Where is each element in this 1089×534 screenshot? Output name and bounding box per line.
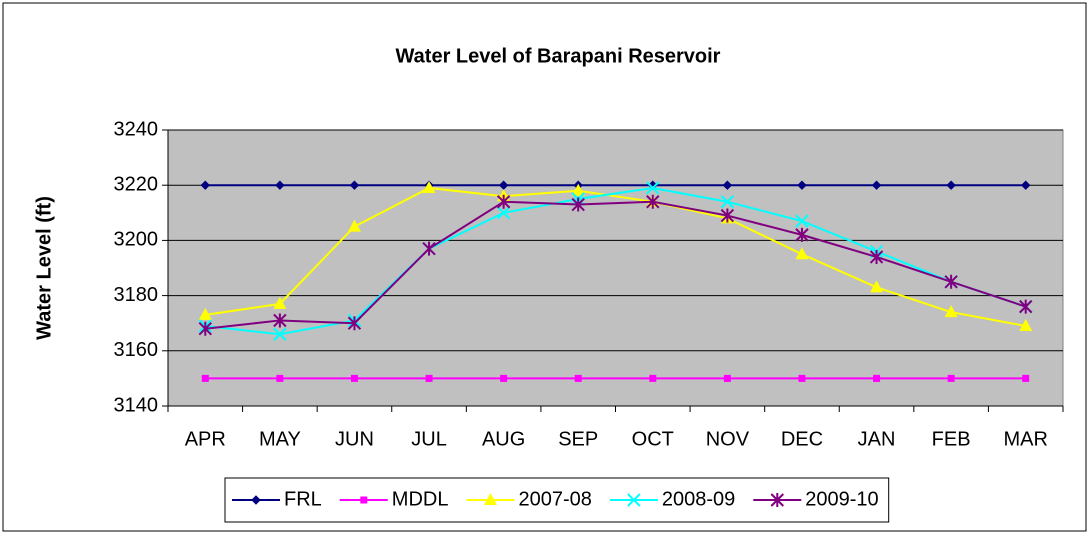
x-tick-label: APR bbox=[185, 428, 226, 450]
point bbox=[797, 180, 807, 190]
point bbox=[649, 374, 657, 382]
point bbox=[422, 241, 436, 256]
point bbox=[1022, 374, 1030, 382]
x-tick-label: MAY bbox=[259, 428, 301, 450]
point bbox=[944, 274, 958, 289]
point bbox=[571, 197, 585, 212]
point bbox=[275, 180, 285, 190]
y-tick-label: 3200 bbox=[114, 229, 159, 251]
point bbox=[347, 219, 361, 232]
point bbox=[273, 327, 287, 341]
x-tick-label: FEB bbox=[932, 428, 971, 450]
point bbox=[873, 374, 881, 382]
x-tick-label: JUN bbox=[335, 428, 374, 450]
y-axis-label: Water Level (ft) bbox=[33, 196, 55, 340]
point bbox=[198, 307, 212, 320]
point bbox=[425, 374, 433, 382]
point bbox=[646, 181, 660, 195]
chart-title: Water Level of Barapani Reservoir bbox=[396, 45, 721, 67]
legend-label: 2009-10 bbox=[805, 488, 878, 510]
point bbox=[201, 374, 209, 382]
point bbox=[947, 374, 955, 382]
legend-label: 2007-08 bbox=[518, 488, 591, 510]
x-tick-label: DEC bbox=[781, 428, 823, 450]
y-tick-label: 3140 bbox=[114, 394, 159, 416]
point bbox=[795, 247, 809, 260]
x-tick-label: OCT bbox=[632, 428, 674, 450]
y-tick-label: 3160 bbox=[114, 339, 159, 361]
point bbox=[1019, 299, 1033, 314]
point bbox=[1021, 180, 1031, 190]
legend-label: MDDL bbox=[392, 488, 449, 510]
series-group bbox=[198, 180, 1033, 382]
point bbox=[1019, 318, 1033, 331]
point bbox=[273, 313, 287, 328]
point bbox=[946, 180, 956, 190]
point bbox=[720, 195, 735, 209]
point bbox=[770, 493, 784, 507]
point bbox=[422, 180, 436, 193]
point bbox=[200, 180, 210, 190]
x-tick-label: NOV bbox=[706, 428, 750, 450]
y-tick-label: 3240 bbox=[114, 118, 159, 140]
point bbox=[483, 493, 497, 505]
x-tick-label: SEP bbox=[558, 428, 598, 450]
point bbox=[273, 296, 287, 309]
point bbox=[870, 280, 884, 293]
point bbox=[496, 206, 511, 220]
point bbox=[871, 180, 882, 190]
point bbox=[795, 227, 809, 242]
series-line bbox=[205, 200, 1027, 330]
legend-label: FRL bbox=[284, 488, 322, 510]
point bbox=[571, 183, 585, 196]
series-line bbox=[205, 186, 1026, 327]
point bbox=[500, 374, 508, 382]
point bbox=[360, 496, 368, 504]
point bbox=[720, 208, 735, 223]
point bbox=[722, 180, 733, 190]
point bbox=[251, 495, 261, 505]
point bbox=[869, 249, 884, 264]
point bbox=[646, 194, 660, 209]
point bbox=[350, 374, 358, 382]
x-tick-label: AUG bbox=[482, 428, 525, 450]
point bbox=[347, 316, 362, 331]
point bbox=[574, 374, 582, 382]
legend-label: 2008-09 bbox=[662, 488, 735, 510]
y-tick-label: 3220 bbox=[114, 173, 159, 195]
point bbox=[723, 374, 731, 382]
point bbox=[276, 374, 284, 382]
point bbox=[798, 374, 806, 382]
y-tick-label: 3180 bbox=[114, 284, 159, 306]
point bbox=[944, 305, 958, 318]
point bbox=[496, 194, 511, 209]
x-tick-label: JAN bbox=[858, 428, 896, 450]
point bbox=[349, 180, 360, 190]
x-tick-label: JUL bbox=[411, 428, 447, 450]
plot-area bbox=[167, 129, 1064, 407]
point bbox=[627, 493, 641, 507]
x-tick-label: MAR bbox=[1003, 428, 1047, 450]
grid: 3140 3160 3180 3200 3220 3240 APR MAY JUN JUL AUG S… bbox=[114, 118, 1064, 450]
point bbox=[795, 214, 809, 228]
point bbox=[198, 321, 212, 336]
point bbox=[498, 180, 509, 190]
